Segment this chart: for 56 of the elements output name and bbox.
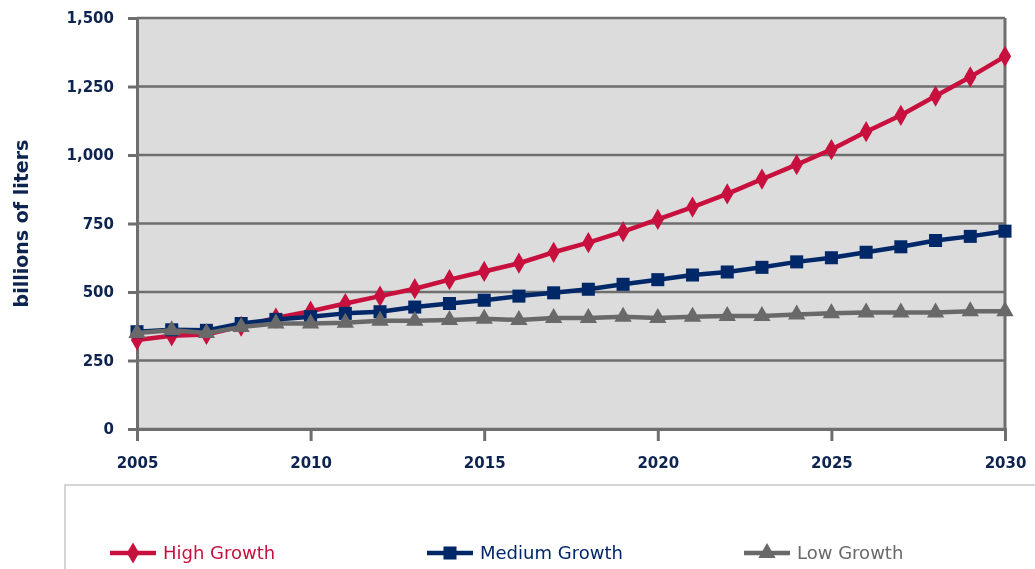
point (857, 302, 875, 318)
point (510, 309, 528, 325)
y-tick-label: 250 (82, 351, 114, 370)
point (963, 229, 977, 243)
point (475, 308, 493, 324)
point (790, 255, 804, 269)
point (996, 301, 1014, 317)
y-tick-label: 1,500 (66, 9, 114, 28)
legend-label: High Growth (163, 542, 276, 563)
x-tick-label: 2015 (463, 453, 506, 472)
point (683, 306, 702, 322)
point (301, 313, 320, 329)
point (336, 312, 354, 328)
point (788, 304, 806, 320)
point (718, 306, 736, 322)
point (579, 308, 598, 324)
y-tick-label: 0 (103, 420, 114, 439)
point (753, 306, 771, 322)
point (512, 289, 526, 303)
y-tick-label: 500 (82, 283, 114, 302)
y-tick-label: 1,250 (66, 77, 114, 96)
point (926, 302, 945, 318)
x-tick-label: 2030 (984, 453, 1027, 472)
y-tick-label: 1,000 (66, 146, 114, 165)
legend-label: Medium Growth (480, 542, 623, 563)
point (998, 224, 1012, 238)
point (892, 302, 910, 318)
point (859, 245, 873, 259)
point (477, 293, 491, 307)
x-tick-label: 2025 (811, 453, 853, 472)
point (929, 233, 943, 248)
y-axis-title: billions of liters (10, 139, 32, 308)
point (406, 310, 424, 326)
point (686, 268, 700, 282)
x-tick-label: 2005 (116, 453, 159, 472)
point (581, 282, 595, 296)
point (720, 265, 734, 279)
point (408, 300, 422, 314)
point (547, 286, 561, 300)
point (961, 301, 979, 317)
point (616, 277, 630, 291)
point (824, 251, 838, 265)
legend-label: Low Growth (797, 542, 904, 563)
point (755, 260, 769, 274)
point (651, 273, 665, 287)
x-tick-label: 2020 (637, 453, 680, 472)
point (822, 303, 841, 319)
point (614, 306, 632, 322)
y-tick-label: 750 (82, 214, 114, 233)
point (894, 240, 908, 254)
point (649, 308, 667, 324)
x-tick-label: 2010 (290, 453, 332, 472)
point (442, 296, 456, 311)
point (440, 309, 459, 325)
point (371, 310, 389, 326)
point (544, 308, 563, 324)
